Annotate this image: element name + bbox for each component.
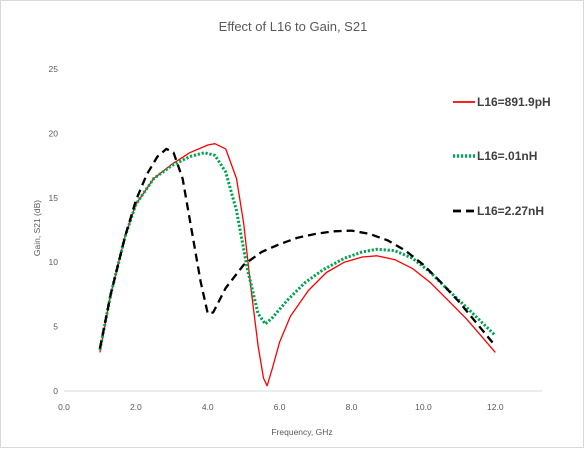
series-lines xyxy=(98,143,497,387)
legend: L16=891.9pH L16=.01nH L16=2.27nH xyxy=(453,95,551,218)
x-tick-label: 12.0 xyxy=(487,402,504,412)
legend-label-1: L16=891.9pH xyxy=(477,95,551,109)
y-tick-label: 15 xyxy=(49,193,59,203)
x-tick-label: 8.0 xyxy=(346,402,358,412)
y-tick-label: 0 xyxy=(53,386,58,396)
axis-ticks: 0.0 2.0 4.0 6.0 8.0 10.0 12.0 0 5 10 15 20 25 xyxy=(49,64,504,412)
x-axis-label: Frequency, GHz xyxy=(271,427,332,437)
legend-label-2: L16=.01nH xyxy=(477,149,537,163)
y-tick-label: 5 xyxy=(53,322,58,332)
y-tick-label: 10 xyxy=(49,257,59,267)
series-line-1 xyxy=(99,143,496,387)
y-tick-label: 20 xyxy=(49,128,59,138)
x-tick-label: 0.0 xyxy=(58,402,70,412)
x-tick-label: 6.0 xyxy=(274,402,286,412)
chart-title: Effect of L16 to Gain, S21 xyxy=(219,19,368,34)
x-tick-label: 2.0 xyxy=(130,402,142,412)
x-tick-label: 10.0 xyxy=(415,402,432,412)
legend-label-3: L16=2.27nH xyxy=(477,204,544,218)
y-axis-label: Gain, S21 (dB) xyxy=(32,200,42,256)
y-tick-label: 25 xyxy=(49,64,59,74)
series-line-2 xyxy=(98,151,497,351)
series-line-3 xyxy=(98,147,497,349)
x-tick-label: 4.0 xyxy=(202,402,214,412)
